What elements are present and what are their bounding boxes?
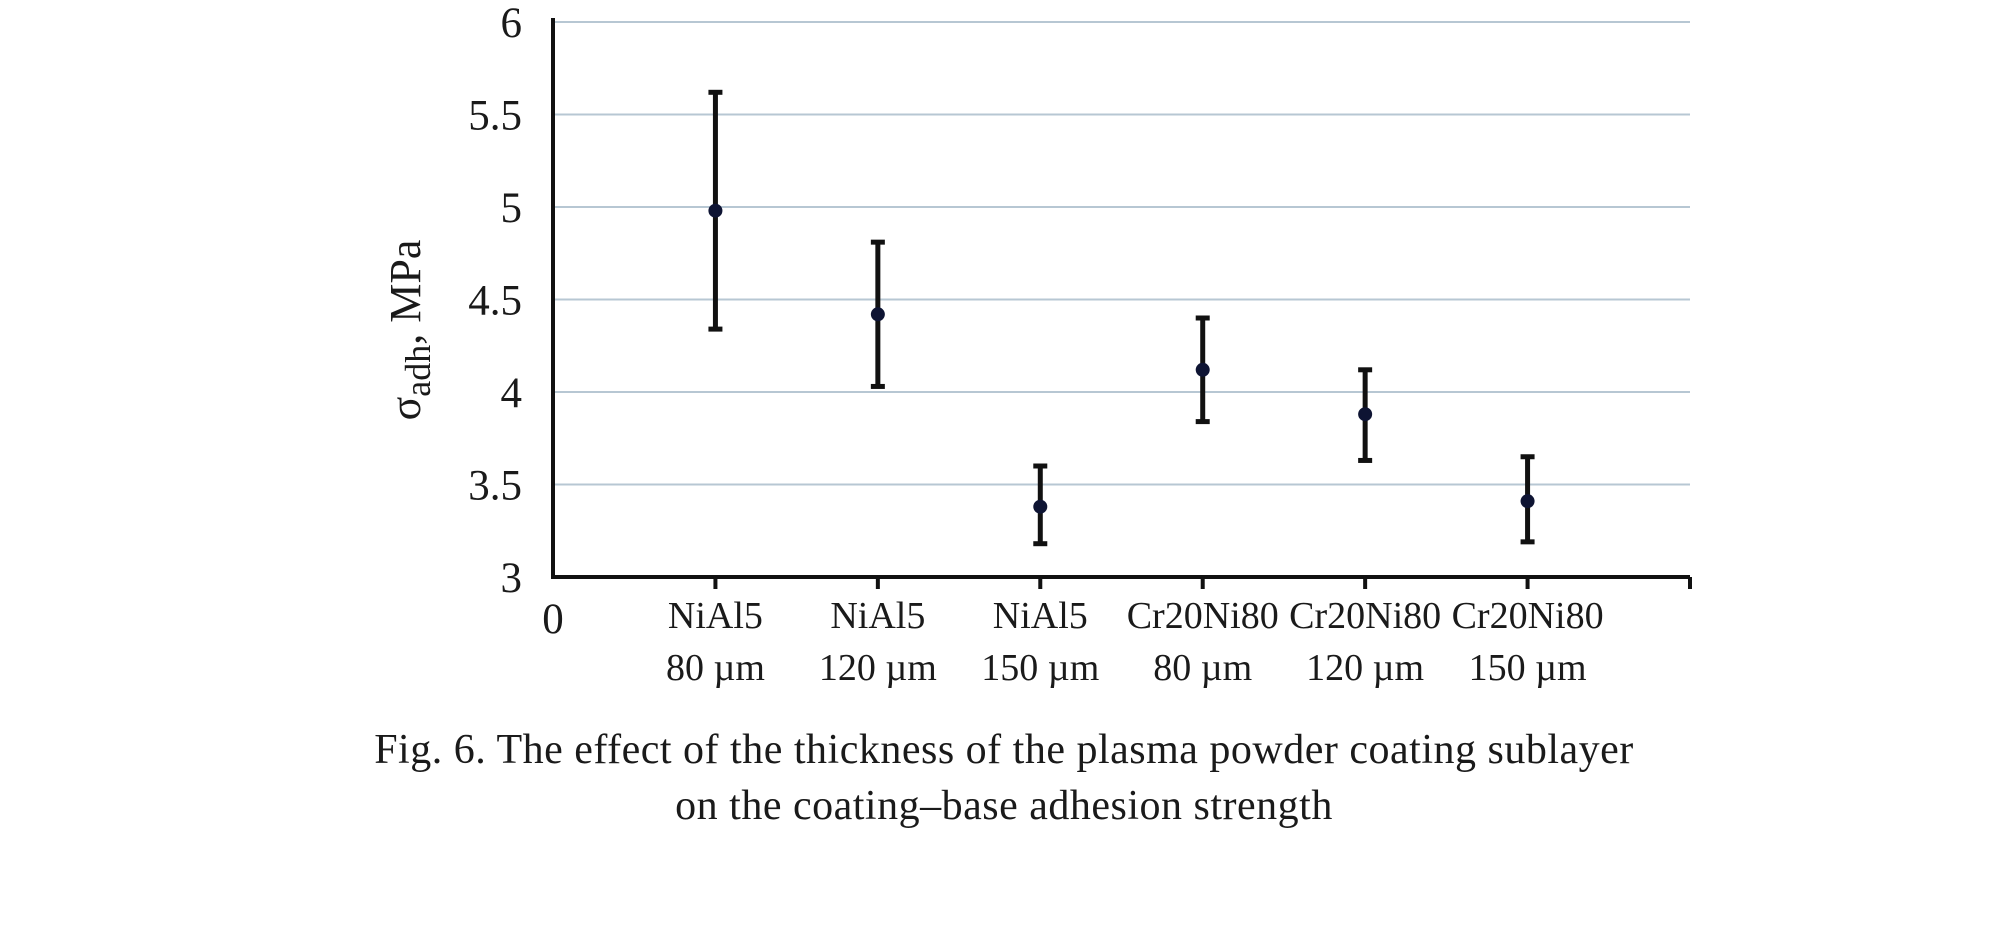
data-point-marker bbox=[708, 203, 723, 218]
y-tick-labels: 3 3.5 4 4.5 5 5.5 6 bbox=[468, 0, 522, 602]
data-points bbox=[708, 89, 1535, 547]
figure-caption: Fig. 6. The effect of the thickness of t… bbox=[0, 722, 2008, 834]
x-tick-labels: 0 NiAl5 80 µm NiAl5 120 µm NiAl5 150 µm Cr20Ni8… bbox=[542, 595, 1603, 689]
x-category-sublabel: 150 µm bbox=[981, 647, 1099, 689]
data-point-marker bbox=[870, 307, 885, 322]
x-category-label: NiAl5 bbox=[668, 595, 763, 637]
x-category-sublabel: 150 µm bbox=[1469, 647, 1587, 689]
y-axis-label: σadh, MPa bbox=[381, 240, 438, 421]
x-category-label: Cr20Ni80 bbox=[1289, 595, 1441, 637]
x-origin-label: 0 bbox=[542, 596, 564, 643]
y-tick-label: 3.5 bbox=[468, 463, 522, 510]
y-axis-label-subscript: adh bbox=[398, 345, 438, 397]
caption-line-2: on the coating–base adhesion strength bbox=[675, 783, 1333, 829]
y-tick-label: 5 bbox=[501, 185, 523, 232]
x-category-label: NiAl5 bbox=[993, 595, 1088, 637]
x-category-label: Cr20Ni80 bbox=[1452, 595, 1604, 637]
x-category-label: NiAl5 bbox=[830, 595, 925, 637]
x-category-sublabel: 120 µm bbox=[819, 647, 937, 689]
y-tick-label: 5.5 bbox=[468, 93, 522, 140]
y-tick-label: 4.5 bbox=[468, 278, 522, 325]
x-category-sublabel: 80 µm bbox=[1153, 647, 1252, 689]
axes bbox=[551, 18, 1692, 589]
data-point-marker bbox=[1358, 407, 1373, 422]
chart-canvas: 3 3.5 4 4.5 5 5.5 6 0 NiAl5 80 µm NiAl5 120 µm NiAl… bbox=[381, 0, 1692, 689]
y-tick-label: 6 bbox=[501, 0, 523, 47]
y-axis-label-unit: , MPa bbox=[381, 240, 430, 345]
x-category-sublabel: 120 µm bbox=[1306, 647, 1424, 689]
y-axis-label-symbol: σ bbox=[381, 396, 430, 420]
data-point-marker bbox=[1033, 499, 1048, 514]
x-category-sublabel: 80 µm bbox=[666, 647, 765, 689]
y-tick-label: 3 bbox=[501, 555, 523, 602]
data-point-marker bbox=[1520, 494, 1535, 509]
x-category-label: Cr20Ni80 bbox=[1127, 595, 1279, 637]
data-point-marker bbox=[1195, 362, 1210, 377]
y-tick-label: 4 bbox=[501, 370, 523, 417]
gridlines bbox=[553, 21, 1690, 486]
caption-line-1: Fig. 6. The effect of the thickness of t… bbox=[374, 727, 1634, 773]
